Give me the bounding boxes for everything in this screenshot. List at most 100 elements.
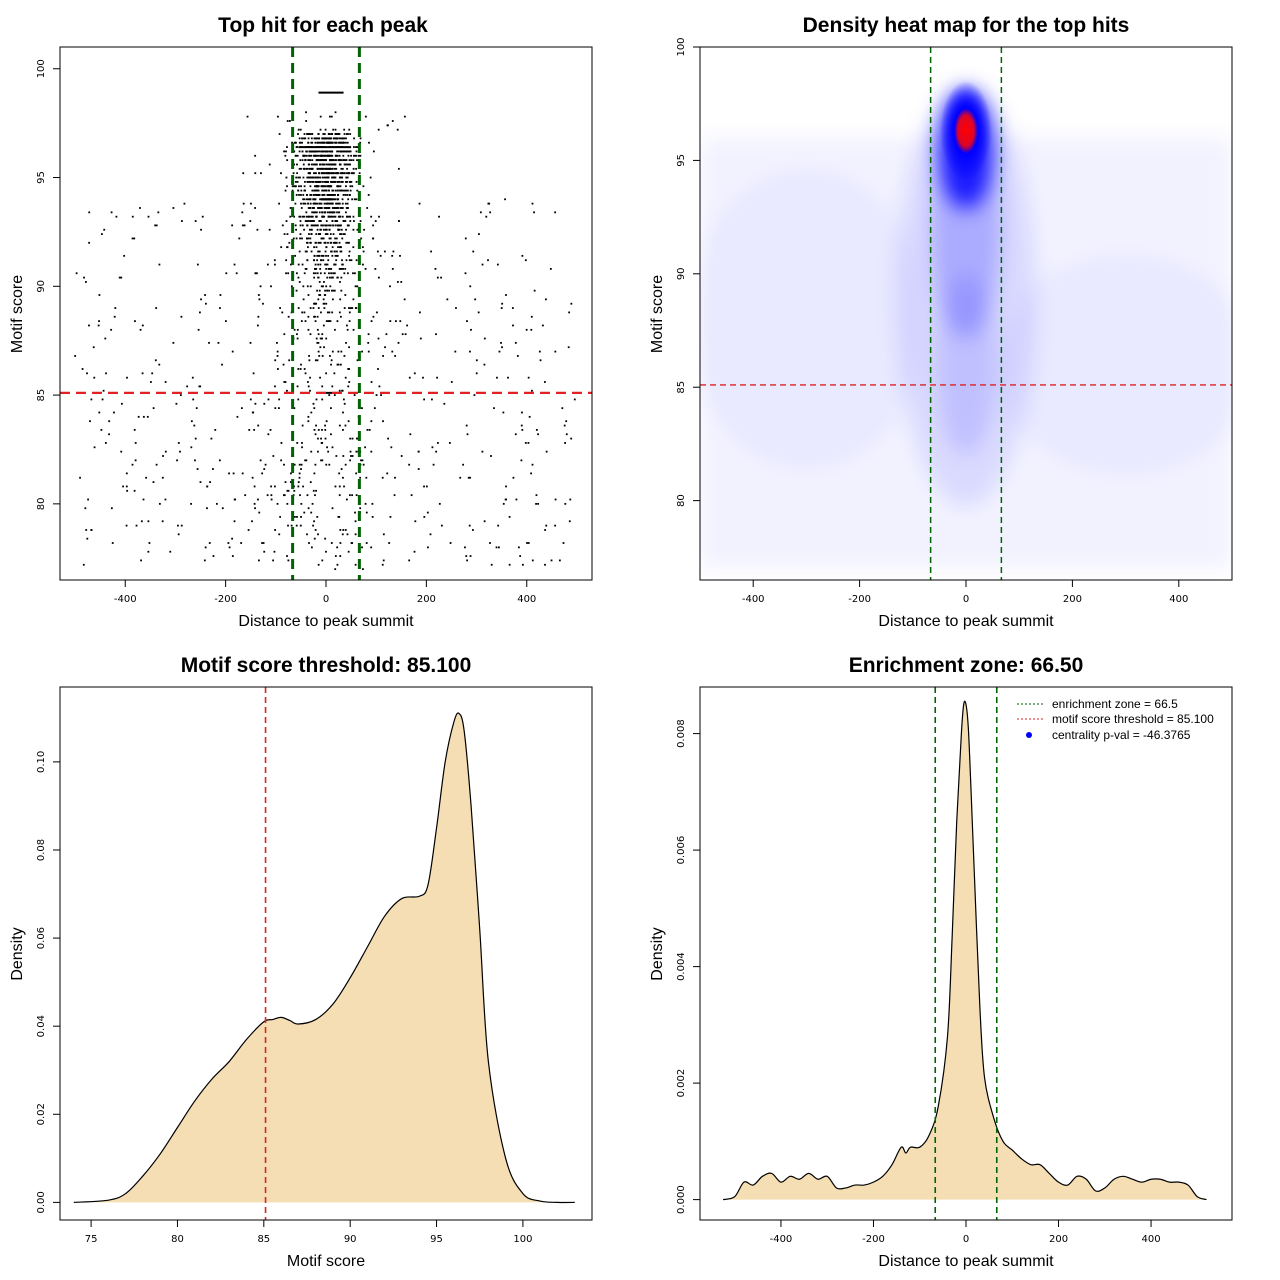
scatter-point (339, 555, 342, 557)
scatter-point (339, 172, 342, 175)
scatter-point (151, 372, 154, 375)
scatter-point (344, 202, 347, 205)
scatter-point (154, 359, 157, 362)
scatter-point (354, 563, 357, 566)
scatter-point (378, 215, 380, 218)
scatter-point (280, 442, 283, 444)
scatter-point (303, 198, 306, 201)
scatter-point (368, 141, 370, 144)
scatter-point (472, 250, 475, 253)
scatter-point (259, 459, 262, 462)
x-tick-label: 0 (323, 594, 329, 605)
scatter-point (336, 172, 339, 175)
scatter-point (238, 237, 241, 240)
y-tick-label: 85 (676, 381, 687, 394)
scatter-point (318, 241, 321, 244)
scatter-point (257, 498, 259, 501)
scatter-point (465, 424, 468, 427)
scatter-point (316, 359, 319, 362)
scatter-point (315, 246, 318, 249)
scatter-point (347, 241, 349, 244)
scatter-point (314, 185, 316, 188)
scatter-title: Top hit for each peak (218, 14, 428, 37)
scatter-point (286, 389, 288, 392)
scatter-point (326, 233, 329, 235)
scatter-point (349, 150, 352, 153)
scatter-point (286, 120, 289, 122)
scatter-point (328, 311, 331, 314)
scatter-point (110, 328, 113, 331)
scatter-point (249, 341, 252, 344)
scatter-point (310, 220, 313, 222)
scatter-point (297, 133, 299, 135)
scatter-point (321, 172, 324, 175)
scatter-point (336, 220, 339, 222)
scatter-point (325, 246, 328, 249)
scatter-point (307, 163, 310, 166)
scatter-point (335, 202, 337, 205)
scatter-point (122, 485, 124, 488)
scatter-point (343, 128, 346, 131)
scatter-point (350, 180, 353, 183)
scatter-point (300, 189, 303, 192)
scatter-point (319, 141, 322, 144)
scatter-point (293, 407, 296, 410)
scatter-point (432, 463, 435, 466)
scatter-point (325, 172, 327, 175)
x-tick-label: -200 (862, 1234, 885, 1245)
scatter-point (381, 476, 384, 479)
scatter-point (310, 228, 313, 231)
scatter-point (141, 372, 144, 375)
scatter-point (294, 224, 297, 227)
scatter-point (319, 241, 322, 244)
scatter-point (355, 472, 358, 475)
scatter-point (287, 272, 290, 275)
y-tick-label: 95 (676, 154, 687, 167)
scatter-point (312, 402, 315, 405)
scatter-point (390, 446, 393, 449)
scatter-point (490, 563, 493, 566)
scatter-point (336, 133, 339, 135)
scatter-point (332, 189, 335, 192)
scatter-point (475, 359, 478, 362)
scatter-point (345, 341, 347, 344)
scatter-point (305, 211, 308, 214)
scatter-point (349, 215, 351, 218)
scatter-point (338, 202, 341, 205)
scatter-point (240, 542, 243, 544)
y-tick-label: 0.08 (36, 839, 47, 861)
scatter-point (383, 250, 386, 253)
scatter-point (435, 333, 437, 336)
scatter-point (311, 207, 314, 209)
scatter-point (307, 220, 310, 222)
scatter-point (317, 450, 319, 453)
scatter-point (193, 424, 196, 427)
scatter-point (319, 128, 322, 131)
scatter-point (322, 259, 325, 262)
scatter-point (321, 459, 324, 462)
scatter-point (253, 428, 256, 431)
scatter-point (342, 428, 344, 431)
scatter-point (315, 424, 317, 427)
scatter-point (325, 180, 327, 183)
scatter-point (161, 520, 164, 523)
scatter-point (326, 311, 329, 314)
scatter-point (180, 315, 183, 318)
scatter-point (283, 381, 286, 383)
scatter-point (340, 468, 343, 470)
scatter-point (295, 237, 298, 240)
scatter-point (350, 154, 352, 157)
scatter-point (337, 224, 339, 227)
scatter-point (172, 341, 175, 344)
scatter-point (296, 442, 299, 444)
scatter-point (131, 237, 134, 240)
scatter-point (302, 154, 305, 157)
scatter-point (287, 315, 290, 318)
scatter-point (307, 215, 310, 218)
scatter-point (511, 307, 514, 309)
scatter-point (247, 529, 250, 531)
scatter-point (323, 194, 326, 196)
scatter-point (147, 520, 150, 523)
scatter-point (308, 159, 310, 162)
scatter-point (410, 494, 413, 497)
